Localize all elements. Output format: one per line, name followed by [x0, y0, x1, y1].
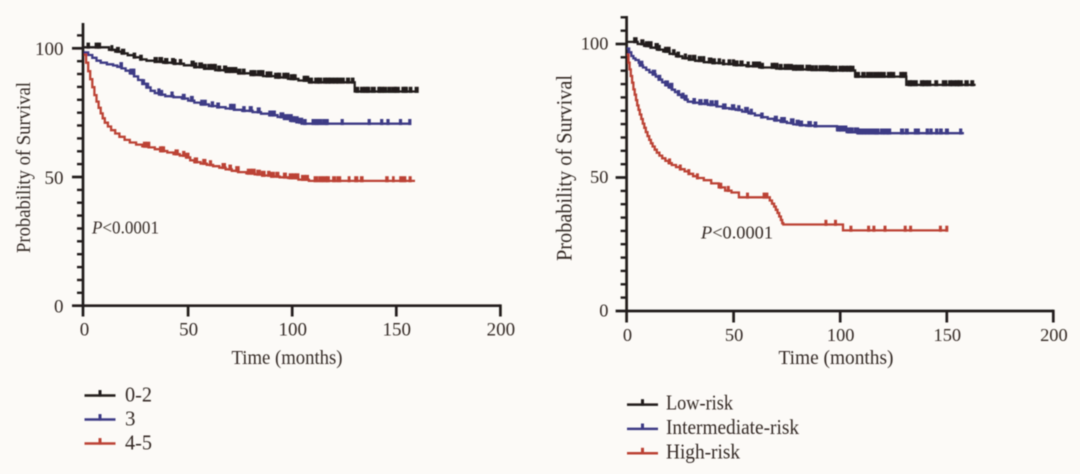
- svg-text:100: 100: [278, 320, 307, 341]
- svg-text:P<0.0001: P<0.0001: [91, 218, 159, 238]
- svg-text:0-2: 0-2: [125, 383, 152, 407]
- svg-text:0: 0: [54, 297, 64, 318]
- svg-text:100: 100: [35, 39, 64, 60]
- svg-text:High-risk: High-risk: [666, 439, 740, 463]
- svg-text:150: 150: [383, 320, 412, 341]
- svg-text:200: 200: [1040, 325, 1068, 345]
- svg-text:Probability of Survival: Probability of Survival: [553, 75, 577, 261]
- svg-text:Low-risk: Low-risk: [666, 391, 733, 415]
- svg-text:0: 0: [80, 320, 90, 341]
- svg-text:50: 50: [725, 325, 743, 345]
- svg-text:Probability of Survival: Probability of Survival: [13, 82, 35, 253]
- svg-text:4-5: 4-5: [125, 431, 152, 455]
- svg-text:Time (months): Time (months): [232, 347, 343, 369]
- svg-text:100: 100: [827, 325, 855, 345]
- svg-text:Time (months): Time (months): [779, 347, 894, 369]
- svg-text:200: 200: [487, 320, 516, 341]
- svg-text:0: 0: [623, 325, 632, 345]
- svg-text:50: 50: [179, 320, 198, 341]
- svg-text:50: 50: [45, 168, 64, 189]
- svg-text:P<0.0001: P<0.0001: [700, 223, 773, 243]
- svg-text:Intermediate-risk: Intermediate-risk: [666, 415, 799, 439]
- svg-text:3: 3: [125, 407, 136, 431]
- svg-text:50: 50: [590, 167, 608, 187]
- svg-text:150: 150: [934, 325, 962, 345]
- svg-text:100: 100: [581, 33, 609, 53]
- svg-text:0: 0: [599, 300, 608, 320]
